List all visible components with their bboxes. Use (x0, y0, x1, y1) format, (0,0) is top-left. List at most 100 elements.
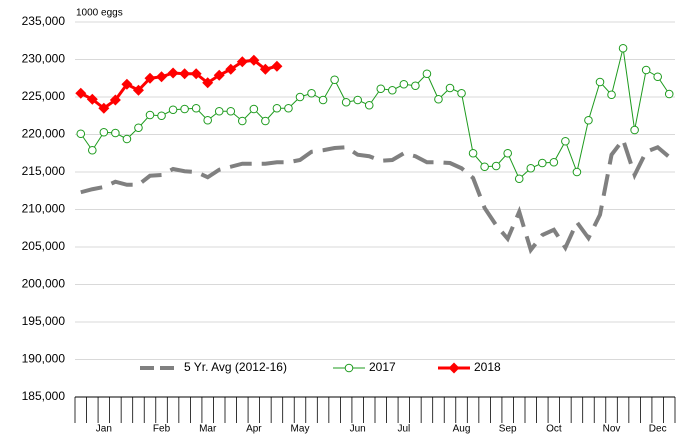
data-point (353, 95, 362, 105)
legend-marker (344, 363, 354, 373)
data-point (261, 116, 270, 126)
data-point (514, 174, 524, 184)
data-point (411, 81, 420, 91)
data-point (121, 78, 133, 90)
legend-label: 2017 (369, 360, 396, 374)
legend-label: 2018 (474, 360, 501, 374)
legend-marker (448, 362, 460, 374)
data-point (457, 88, 466, 98)
series-line (80, 135, 671, 255)
data-point (272, 103, 282, 113)
data-point (144, 72, 156, 84)
data-point (109, 94, 121, 106)
series-line (80, 48, 670, 180)
x-tick-label: Jun (350, 424, 366, 435)
data-point (99, 127, 109, 137)
data-point (330, 75, 339, 85)
data-point (307, 88, 316, 98)
data-point (202, 77, 214, 89)
y-tick-label: 230,000 (22, 52, 66, 66)
y-tick-label: 195,000 (22, 314, 66, 328)
y-tick-label: 220,000 (22, 127, 66, 141)
x-tick-label: Sep (499, 424, 517, 435)
data-point (434, 94, 443, 104)
x-tick-label: Jul (397, 424, 410, 435)
data-point (271, 60, 283, 72)
data-point (213, 69, 225, 81)
data-point (98, 102, 110, 114)
x-tick-label: Dec (649, 424, 667, 435)
data-point (376, 84, 386, 94)
data-point (76, 129, 86, 139)
data-point (248, 54, 260, 66)
data-point (468, 148, 478, 158)
data-point (86, 93, 98, 105)
y-tick-label: 185,000 (22, 389, 66, 403)
data-point (203, 115, 212, 125)
data-point (561, 136, 570, 146)
data-point (236, 56, 248, 68)
x-tick-label: Mar (199, 424, 217, 435)
data-point (156, 71, 168, 83)
data-point (132, 84, 144, 96)
data-point (318, 95, 328, 105)
data-point (145, 110, 155, 120)
y-tick-label: 200,000 (22, 277, 66, 291)
data-point (595, 77, 605, 87)
data-point (341, 97, 351, 107)
data-point (75, 87, 87, 99)
data-point (364, 100, 374, 110)
data-point (190, 68, 202, 80)
y-tick-label: 205,000 (22, 239, 66, 253)
series-line (80, 58, 278, 111)
data-point (122, 134, 132, 144)
data-point (157, 111, 166, 121)
data-point (191, 103, 201, 113)
data-point (88, 145, 97, 155)
data-point (664, 89, 674, 99)
x-tick-label: Apr (246, 424, 262, 435)
x-tick-label: May (291, 424, 310, 435)
data-point (388, 85, 397, 95)
data-point (584, 115, 593, 125)
data-point (422, 69, 432, 79)
data-point (111, 128, 120, 138)
data-point (180, 104, 189, 114)
data-point (641, 65, 651, 75)
data-point (503, 148, 512, 158)
y-unit-label: 1000 eggs (76, 8, 123, 19)
data-point (399, 79, 409, 89)
data-point (168, 105, 178, 115)
data-point (618, 43, 628, 53)
data-point (225, 63, 237, 75)
data-point (491, 161, 501, 171)
data-point (630, 125, 639, 135)
x-tick-label: Oct (546, 424, 562, 435)
x-tick-label: Aug (453, 424, 471, 435)
data-point (607, 90, 616, 100)
data-point (295, 92, 305, 102)
y-tick-label: 215,000 (22, 164, 66, 178)
data-point (214, 106, 224, 116)
data-point (526, 163, 536, 173)
data-point (538, 158, 547, 168)
x-tick-label: Feb (153, 424, 171, 435)
data-point (572, 167, 582, 177)
data-point (259, 63, 271, 75)
y-tick-label: 210,000 (22, 202, 66, 216)
data-point (480, 162, 489, 172)
data-point (226, 106, 236, 116)
y-tick-label: 235,000 (22, 14, 66, 28)
data-point (179, 68, 191, 80)
y-tick-label: 190,000 (22, 352, 66, 366)
y-tick-label: 225,000 (22, 89, 66, 103)
legend-label: 5 Yr. Avg (2012-16) (184, 360, 287, 374)
x-tick-label: Jan (96, 424, 112, 435)
data-point (167, 67, 179, 79)
data-point (653, 72, 662, 82)
data-point (549, 157, 559, 167)
data-point (238, 116, 247, 126)
data-point (249, 104, 259, 114)
data-point (134, 123, 143, 133)
